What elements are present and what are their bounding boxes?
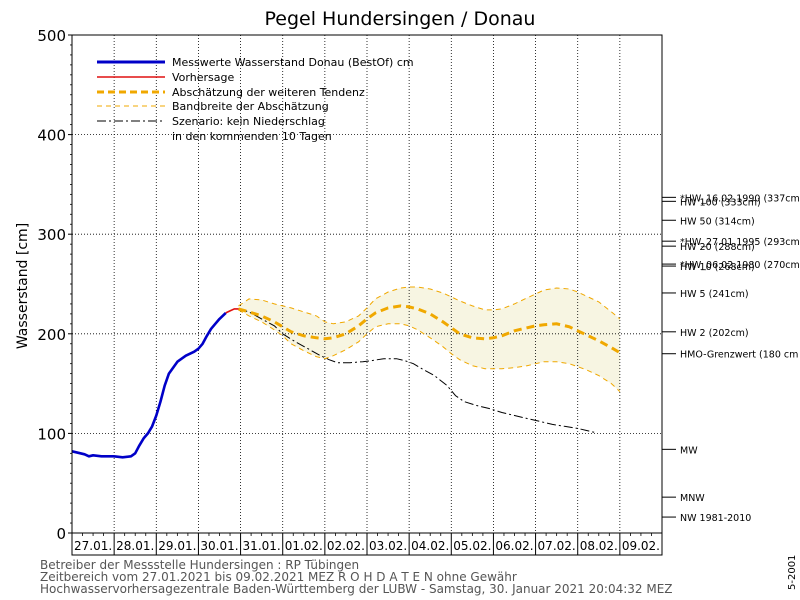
y-tick-label: 500: [37, 27, 66, 45]
footer-timerange: Zeitbereich vom 27.01.2021 bis 09.02.202…: [40, 570, 517, 584]
y-tick-label: 0: [56, 525, 66, 543]
legend-label-band: Bandbreite der Abschätzung: [172, 100, 329, 113]
band-area-layer: [238, 287, 620, 392]
axis-layer: 0 100 200 300 400 500 27.01. 28.01. 29.01. 30.01.…: [37, 27, 663, 556]
reference-label: *HW_06.02.1980 (270cm): [680, 260, 800, 271]
y-tick-label: 100: [37, 425, 66, 443]
x-tick-label: 07.02.: [538, 539, 576, 553]
legend-label-measured: Messwerte Wasserstand Donau (BestOf) cm: [172, 56, 414, 69]
x-tick-label: 30.01.: [200, 539, 238, 553]
x-tick-label: 27.01.: [74, 539, 112, 553]
reference-label: HMO-Grenzwert (180 cm: [680, 350, 798, 361]
legend-label-forecast: Vorhersage: [172, 71, 234, 84]
x-tick-label: 02.02.: [327, 539, 365, 553]
x-tick-label: 29.01.: [158, 539, 196, 553]
x-tick-label: 28.01.: [116, 539, 154, 553]
band-lower-line: [238, 309, 621, 392]
y-tick-label: 400: [37, 127, 66, 145]
reference-lines-layer: *HW_16.02.1990 (337cm)HW 100 (333cm) HW 5…: [662, 193, 800, 524]
x-tick-label: 03.02.: [369, 539, 407, 553]
x-tick-label: 08.02.: [580, 539, 618, 553]
legend-label-tendency: Abschätzung der weiteren Tendenz: [172, 86, 365, 99]
legend-label-scenario: Szenario: kein Niederschlag: [172, 115, 325, 128]
series-layer: [71, 286, 621, 459]
scenario-line: [238, 308, 595, 433]
grid-layer: [72, 35, 662, 533]
legend-label-scenario-2: in den kommenden 10 Tagen: [172, 130, 332, 143]
x-tick-label: 31.01.: [243, 539, 281, 553]
measured-line: [71, 311, 227, 459]
x-tick-label: 06.02.: [495, 539, 533, 553]
reference-label: MNW: [680, 493, 705, 504]
legend: Messwerte Wasserstand Donau (BestOf) cm …: [97, 56, 414, 143]
forecast-line: [225, 308, 239, 314]
y-tick-label: 300: [37, 226, 66, 244]
reference-label: HW 100 (333cm): [680, 197, 761, 208]
reference-label: MW: [680, 445, 698, 456]
x-tick-label: 05.02.: [453, 539, 491, 553]
reference-label: HW 50 (314cm): [680, 216, 755, 227]
reference-label: *HW_27.01.1995 (293cm): [680, 237, 800, 248]
chart-title: Pegel Hundersingen / Donau: [265, 8, 536, 30]
x-tick-label: 04.02.: [411, 539, 449, 553]
y-axis-label: Wasserstand [cm]: [15, 223, 31, 349]
x-tick-label: 09.02.: [622, 539, 660, 553]
reference-label: *HW_16.02.1990 (337cm): [680, 193, 800, 204]
reference-label: NW 1981-2010: [680, 513, 751, 524]
band-upper-line: [238, 286, 621, 325]
footer-side-code: 5-2001: [787, 555, 798, 590]
reference-label: HW 10 (268cm): [680, 262, 755, 273]
x-tick-label: 01.02.: [285, 539, 323, 553]
tendency-line: [238, 304, 621, 354]
footer-source: Hochwasservorhersagezentrale Baden-Württ…: [40, 582, 673, 596]
reference-label: HW 2 (202cm): [680, 328, 749, 339]
footer-operator: Betreiber der Messstelle Hundersingen : …: [40, 558, 359, 572]
y-tick-label: 200: [37, 326, 66, 344]
reference-label: HW 20 (288cm): [680, 242, 755, 253]
reference-label: HW 5 (241cm): [680, 289, 749, 300]
band-fill-area: [238, 287, 620, 392]
